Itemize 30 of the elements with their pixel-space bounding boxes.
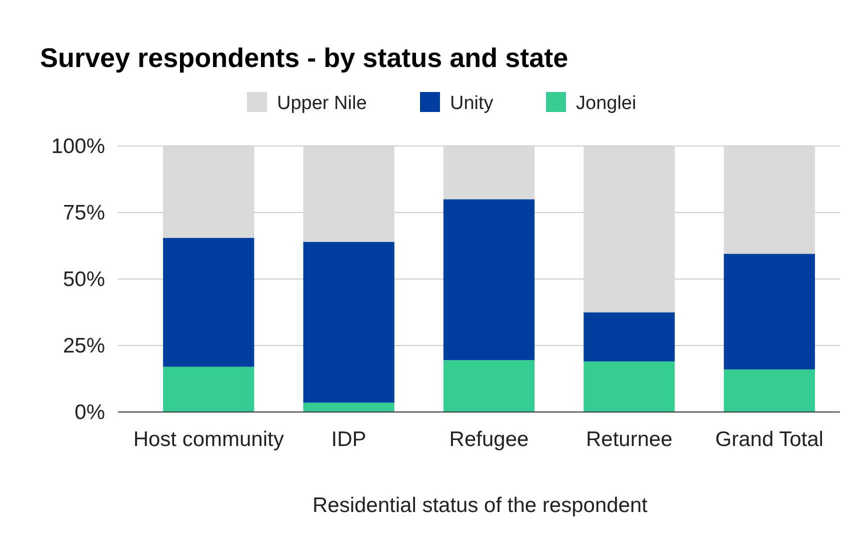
y-tick-label: 25% xyxy=(62,334,105,358)
legend-label: Unity xyxy=(450,93,494,114)
bar xyxy=(584,312,675,362)
chart-title: Survey respondents - by status and state xyxy=(40,43,568,73)
y-tick-label: 50% xyxy=(62,268,105,291)
bar xyxy=(163,238,254,367)
bar xyxy=(724,254,815,370)
bar xyxy=(303,402,394,412)
bar xyxy=(443,360,535,412)
bar xyxy=(303,242,394,403)
bar xyxy=(303,146,394,242)
bar xyxy=(584,361,675,412)
y-tick-label: 0% xyxy=(74,401,105,424)
bar xyxy=(443,199,535,360)
y-tick-label: 100% xyxy=(51,135,105,158)
bar xyxy=(443,146,535,200)
bar xyxy=(163,146,254,238)
bar xyxy=(724,146,815,254)
legend-label: Upper Nile xyxy=(277,93,367,114)
bar xyxy=(584,146,675,312)
bar xyxy=(724,369,815,412)
y-tick-label: 75% xyxy=(62,202,105,224)
x-tick-label: Returnee xyxy=(586,428,672,451)
bar xyxy=(163,366,254,412)
x-axis-title: Residential status of the respondent xyxy=(312,494,648,517)
x-tick-label: Grand Total xyxy=(715,428,824,451)
legend-label: Jonglei xyxy=(576,93,636,114)
x-tick-label: Host community xyxy=(133,428,284,451)
x-tick-label: IDP xyxy=(331,428,366,451)
x-tick-label: Refugee xyxy=(449,428,529,451)
